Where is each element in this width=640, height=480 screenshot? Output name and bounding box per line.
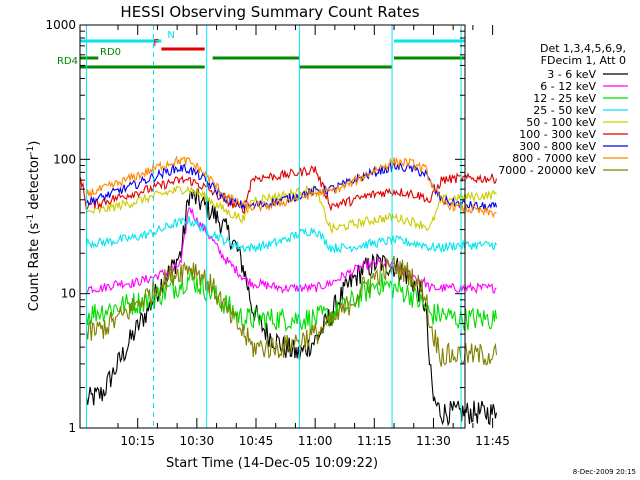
x-tick-label: 10:45 [239,434,274,448]
y-tick-label: 1000 [45,18,76,32]
flag-bars: NF RD0 RD4 [57,30,465,69]
series-line [85,216,497,254]
plot-frame [79,24,466,429]
y-axis-label-base: Count Rate (s [27,223,42,312]
series-lines [79,155,498,427]
chart-title: HESSI Observing Summary Count Rates [120,3,419,21]
y-tick-label: 100 [53,152,76,166]
y-axis-ticks: 1 10 100 1000 [45,18,465,435]
legend-header-detectors: Det 1,3,4,5,6,9, [540,42,626,55]
legend-entry-label: 50 - 100 keV [526,116,596,129]
x-tick-label: 10:30 [180,434,215,448]
series-line [85,269,498,333]
series-line [85,188,498,427]
y-tick-label: 1 [68,421,76,435]
flag-label: RD0 [100,47,121,58]
legend: Det 1,3,4,5,6,9, FDecim 1, Att 0 3 - 6 k… [498,42,628,177]
y-axis-label-end: ) [27,141,42,146]
legend-entry-label: 100 - 300 keV [519,128,596,141]
x-axis-label: Start Time (14-Dec-05 10:09:22) [166,456,378,471]
generation-timestamp: 8-Dec-2009 20:15 [573,468,636,476]
y-axis-label-exp2: -1 [26,146,36,155]
x-tick-label: 11:00 [298,434,333,448]
legend-entry-label: 25 - 50 keV [533,104,596,117]
y-axis-label-mid: detector [27,154,42,214]
legend-header-decimation: FDecim 1, Att 0 [541,54,626,67]
x-tick-label: 11:30 [416,434,451,448]
flag-label: F [153,38,159,49]
x-axis-ticks: 10:15 10:30 10:45 11:00 11:15 11:30 11:45 [117,25,510,448]
series-line [86,207,497,295]
series-line [86,184,497,235]
x-tick-label: 11:15 [357,434,392,448]
legend-entry-label: 300 - 800 keV [519,140,596,153]
y-tick-label: 10 [61,287,76,301]
legend-entry-label: 800 - 7000 keV [512,152,596,165]
y-axis-label-exp1: -1 [26,214,36,223]
legend-entry-label: 3 - 6 keV [547,68,596,81]
x-tick-label: 10:15 [120,434,155,448]
flag-label: RD4 [57,56,78,67]
y-axis-label: Count Rate (s-1 detector-1) [26,141,42,312]
series-line [85,155,497,219]
series-line [79,165,498,214]
series-line [85,255,498,367]
flag-label: N [167,30,174,41]
night-boundaries [85,25,466,428]
legend-entry-label: 6 - 12 keV [540,80,596,93]
legend-entry-label: 7000 - 20000 keV [498,164,596,177]
legend-entry-label: 12 - 25 keV [533,92,596,105]
x-tick-label: 11:45 [475,434,510,448]
